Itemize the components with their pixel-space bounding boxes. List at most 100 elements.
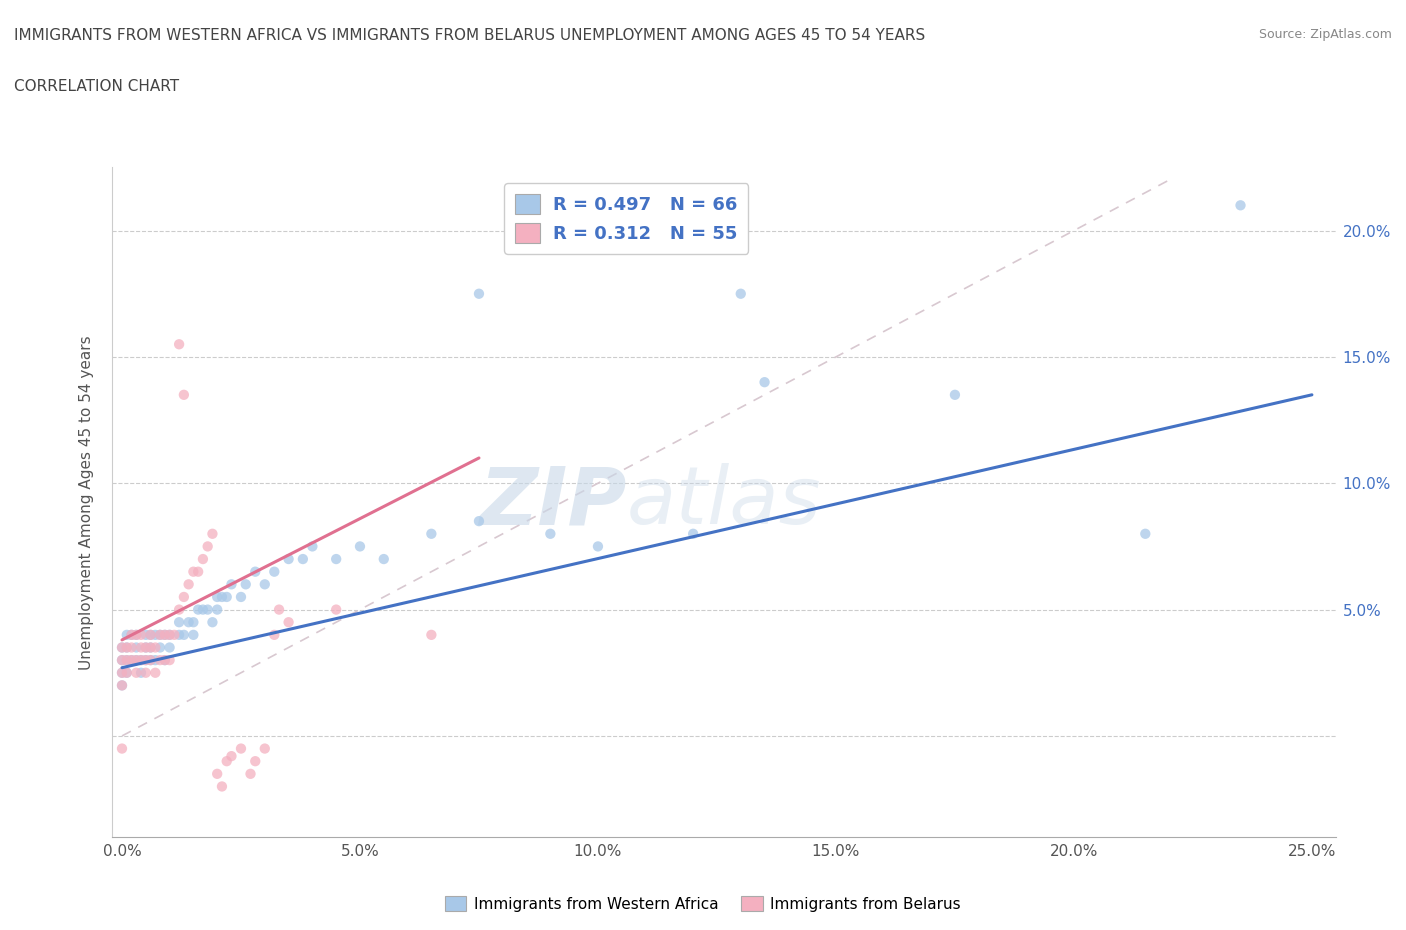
Point: [730, 286, 752, 301]
Point: [121, 653, 143, 668]
Point: [221, 749, 243, 764]
Point: [177, 615, 200, 630]
Text: IMMIGRANTS FROM WESTERN AFRICA VS IMMIGRANTS FROM BELARUS UNEMPLOYMENT AMONG AGE: IMMIGRANTS FROM WESTERN AFRICA VS IMMIGR…: [14, 28, 925, 43]
Point: [229, 741, 252, 756]
Point: [115, 640, 138, 655]
Point: [183, 628, 205, 643]
Point: [135, 640, 157, 655]
Point: [125, 628, 148, 643]
Point: [163, 628, 186, 643]
Point: [277, 615, 299, 630]
Point: [111, 653, 134, 668]
Point: [111, 653, 134, 668]
Point: [943, 388, 966, 403]
Point: [149, 628, 172, 643]
Point: [121, 628, 143, 643]
Point: [149, 628, 172, 643]
Point: [1135, 526, 1157, 541]
Point: [215, 590, 238, 604]
Point: [277, 551, 299, 566]
Point: [135, 628, 157, 643]
Point: [129, 628, 152, 643]
Point: [121, 628, 143, 643]
Point: [205, 590, 228, 604]
Point: [153, 653, 176, 668]
Point: [239, 766, 262, 781]
Point: [139, 653, 162, 668]
Point: [373, 551, 395, 566]
Point: [177, 577, 200, 591]
Point: [221, 577, 243, 591]
Point: [135, 665, 157, 680]
Point: [115, 653, 138, 668]
Point: [211, 779, 233, 794]
Point: [121, 653, 143, 668]
Point: [325, 551, 347, 566]
Point: [139, 628, 162, 643]
Point: [125, 653, 148, 668]
Point: [173, 590, 195, 604]
Point: [420, 628, 443, 643]
Point: [129, 640, 152, 655]
Point: [291, 551, 314, 566]
Point: [159, 640, 181, 655]
Point: [183, 565, 205, 579]
Point: [111, 741, 134, 756]
Point: [149, 653, 172, 668]
Point: [135, 640, 157, 655]
Point: [139, 653, 162, 668]
Text: ZIP: ZIP: [479, 463, 626, 541]
Point: [125, 628, 148, 643]
Point: [143, 628, 166, 643]
Point: [197, 539, 219, 554]
Point: [139, 640, 162, 655]
Point: [245, 753, 267, 768]
Point: [159, 628, 181, 643]
Point: [205, 602, 228, 617]
Point: [263, 628, 285, 643]
Text: Source: ZipAtlas.com: Source: ZipAtlas.com: [1258, 28, 1392, 41]
Point: [111, 640, 134, 655]
Point: [149, 640, 172, 655]
Point: [129, 653, 152, 668]
Point: [538, 526, 561, 541]
Point: [325, 602, 347, 617]
Point: [201, 526, 224, 541]
Point: [420, 526, 443, 541]
Point: [111, 640, 134, 655]
Point: [167, 628, 190, 643]
Text: atlas: atlas: [626, 463, 821, 541]
Point: [187, 565, 209, 579]
Point: [173, 388, 195, 403]
Legend: Immigrants from Western Africa, Immigrants from Belarus: Immigrants from Western Africa, Immigran…: [439, 890, 967, 918]
Point: [173, 628, 195, 643]
Point: [468, 513, 491, 528]
Point: [301, 539, 323, 554]
Point: [125, 653, 148, 668]
Point: [201, 615, 224, 630]
Point: [167, 615, 190, 630]
Point: [139, 640, 162, 655]
Point: [159, 653, 181, 668]
Point: [143, 653, 166, 668]
Point: [205, 766, 228, 781]
Point: [191, 602, 214, 617]
Point: [253, 741, 276, 756]
Point: [125, 640, 148, 655]
Point: [349, 539, 371, 554]
Point: [115, 665, 138, 680]
Point: [245, 565, 267, 579]
Point: [139, 628, 162, 643]
Point: [235, 577, 257, 591]
Point: [197, 602, 219, 617]
Point: [153, 653, 176, 668]
Point: [121, 640, 143, 655]
Point: [187, 602, 209, 617]
Point: [191, 551, 214, 566]
Text: CORRELATION CHART: CORRELATION CHART: [14, 79, 179, 94]
Point: [153, 628, 176, 643]
Point: [253, 577, 276, 591]
Point: [267, 602, 290, 617]
Point: [111, 678, 134, 693]
Point: [183, 615, 205, 630]
